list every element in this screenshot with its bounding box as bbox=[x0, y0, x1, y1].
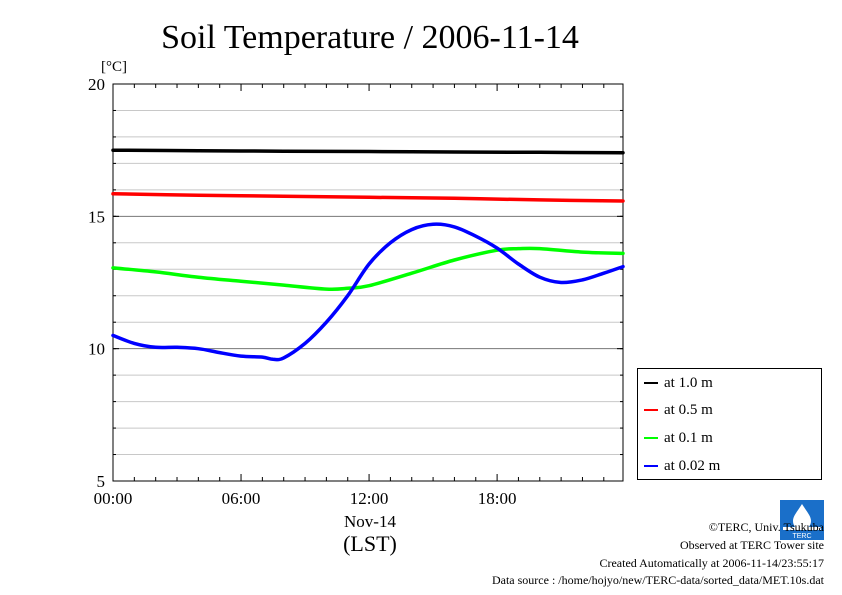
axis-ticks: 5 10 15 20 00:00 06:00 12:00 18:00 bbox=[88, 75, 623, 508]
footer-source: Data source : /home/hojyo/new/TERC-data/… bbox=[491, 573, 824, 587]
legend-swatch-01m bbox=[644, 437, 658, 439]
legend-swatch-1m bbox=[644, 382, 658, 384]
legend-label: at 0.1 m bbox=[664, 430, 713, 446]
legend-swatch-05m bbox=[644, 409, 658, 411]
x-date-label: Nov-14 bbox=[344, 512, 396, 531]
x-axis-label: (LST) bbox=[343, 531, 397, 556]
series-line-4 bbox=[111, 222, 625, 362]
x-tick-label: 00:00 bbox=[94, 489, 133, 508]
y-tick-label: 20 bbox=[88, 75, 105, 94]
footer-copyright: ©TERC, Univ. Tsukuba bbox=[708, 520, 824, 534]
legend-label: at 0.02 m bbox=[664, 458, 721, 474]
x-tick-label: 06:00 bbox=[222, 489, 261, 508]
chart-title: Soil Temperature / 2006-11-14 bbox=[161, 19, 579, 56]
plot-frame bbox=[112, 83, 624, 482]
series-line-2 bbox=[111, 192, 625, 203]
legend: at 1.0 m at 0.5 m at 0.1 m at 0.02 m bbox=[637, 368, 822, 480]
series-line-3 bbox=[111, 246, 625, 292]
footer-created: Created Automatically at 2006-11-14/23:5… bbox=[599, 556, 824, 570]
legend-swatch-002m bbox=[644, 465, 658, 467]
x-tick-label: 12:00 bbox=[350, 489, 389, 508]
y-tick-label: 5 bbox=[97, 472, 106, 491]
legend-label: at 1.0 m bbox=[664, 375, 713, 391]
y-tick-label: 10 bbox=[88, 340, 105, 359]
legend-label: at 0.5 m bbox=[664, 402, 713, 418]
x-tick-label: 18:00 bbox=[478, 489, 517, 508]
y-tick-label: 15 bbox=[88, 207, 105, 226]
y-axis-label: [°C] bbox=[101, 59, 127, 75]
series-line-1 bbox=[111, 148, 625, 155]
logo-text: TERC bbox=[792, 533, 811, 540]
grid bbox=[113, 109, 623, 456]
series-lines bbox=[111, 148, 625, 362]
footer-site: Observed at TERC Tower site bbox=[679, 538, 824, 552]
terc-logo-icon: TERC bbox=[780, 500, 824, 540]
